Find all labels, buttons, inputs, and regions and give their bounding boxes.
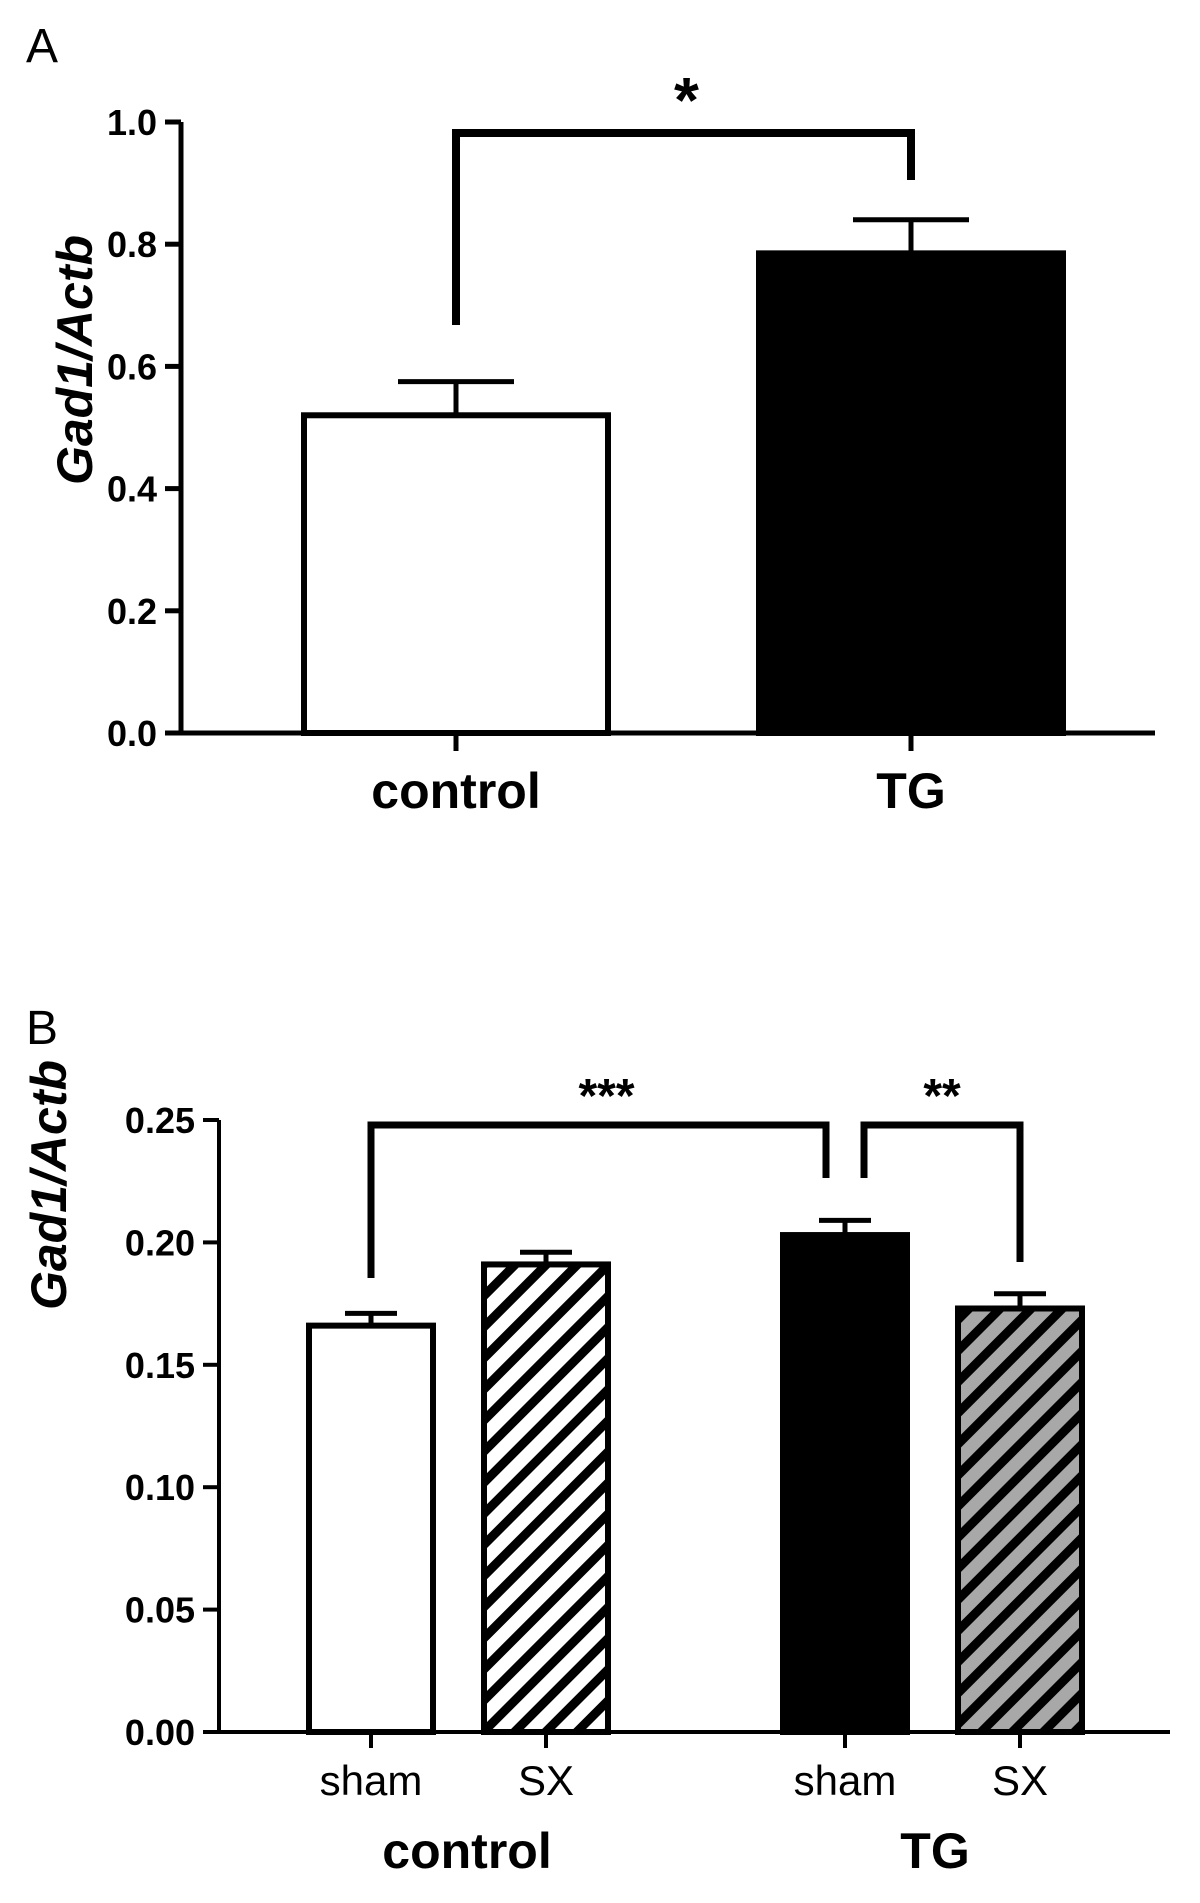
panel-a-letter: A <box>26 20 58 73</box>
panel-b-letter: B <box>26 1002 58 1055</box>
panel-a-significance-label: * <box>674 64 699 136</box>
panel-a-x-label: control <box>371 763 540 819</box>
panel-b-y-tick-label: 0.25 <box>125 1100 195 1141</box>
panel-b-y-tick-label: 0.10 <box>125 1467 195 1508</box>
panel-b-x-label: SX <box>992 1757 1048 1804</box>
panel-b-group-label-control: control <box>382 1823 551 1879</box>
panel-b-bar-sx <box>481 1261 611 1735</box>
panel-b-group-label-tg: TG <box>900 1823 969 1879</box>
panel-b-x-label: sham <box>320 1757 423 1804</box>
panel-a-y-axis-title: Gad1/Actb <box>47 235 103 485</box>
panel-a-y-tick-label: 0.8 <box>107 224 157 265</box>
panel-a-x-label: TG <box>876 763 945 819</box>
panel-a-y-tick-label: 0.6 <box>107 346 157 387</box>
panel-b-significance-label-2: ** <box>923 1070 961 1123</box>
panel-a-y-tick-label: 1.0 <box>107 102 157 143</box>
panel-b-significance-label-1: *** <box>578 1070 634 1123</box>
panel-a-bar-control <box>301 412 611 736</box>
panel-b-bar-sham <box>780 1232 910 1736</box>
panel-b-x-label: SX <box>518 1757 574 1804</box>
panel-a-significance-bracket <box>452 129 915 325</box>
panel-a: A Gad1/Actb 0.0 0.2 0.4 0.6 0.8 1.0 * control… <box>26 20 1155 819</box>
panel-a-bar-tg <box>756 250 1066 737</box>
panel-b-significance-bracket-1 <box>367 1121 830 1278</box>
panel-b-y-tick-label: 0.15 <box>125 1345 195 1386</box>
panel-a-y-tick-label: 0.2 <box>107 591 157 632</box>
panel-b-y-tick-label: 0.20 <box>125 1222 195 1263</box>
panel-a-y-tick-label: 0.4 <box>107 469 157 510</box>
panel-a-y-tick-label: 0.0 <box>107 713 157 754</box>
panel-b-significance-bracket-2 <box>860 1121 1024 1262</box>
panel-b-bar-sham <box>306 1322 436 1735</box>
panel-b: B Gad1/Actb 0.000.050.100.150.200.25 ***… <box>21 1002 1170 1879</box>
panel-b-x-label: sham <box>794 1757 897 1804</box>
panel-b-bar-sx <box>955 1305 1085 1735</box>
panel-b-y-tick-label: 0.05 <box>125 1590 195 1631</box>
panel-b-y-tick-label: 0.00 <box>125 1712 195 1753</box>
panel-b-y-axis-title: Gad1/Actb <box>21 1060 77 1310</box>
